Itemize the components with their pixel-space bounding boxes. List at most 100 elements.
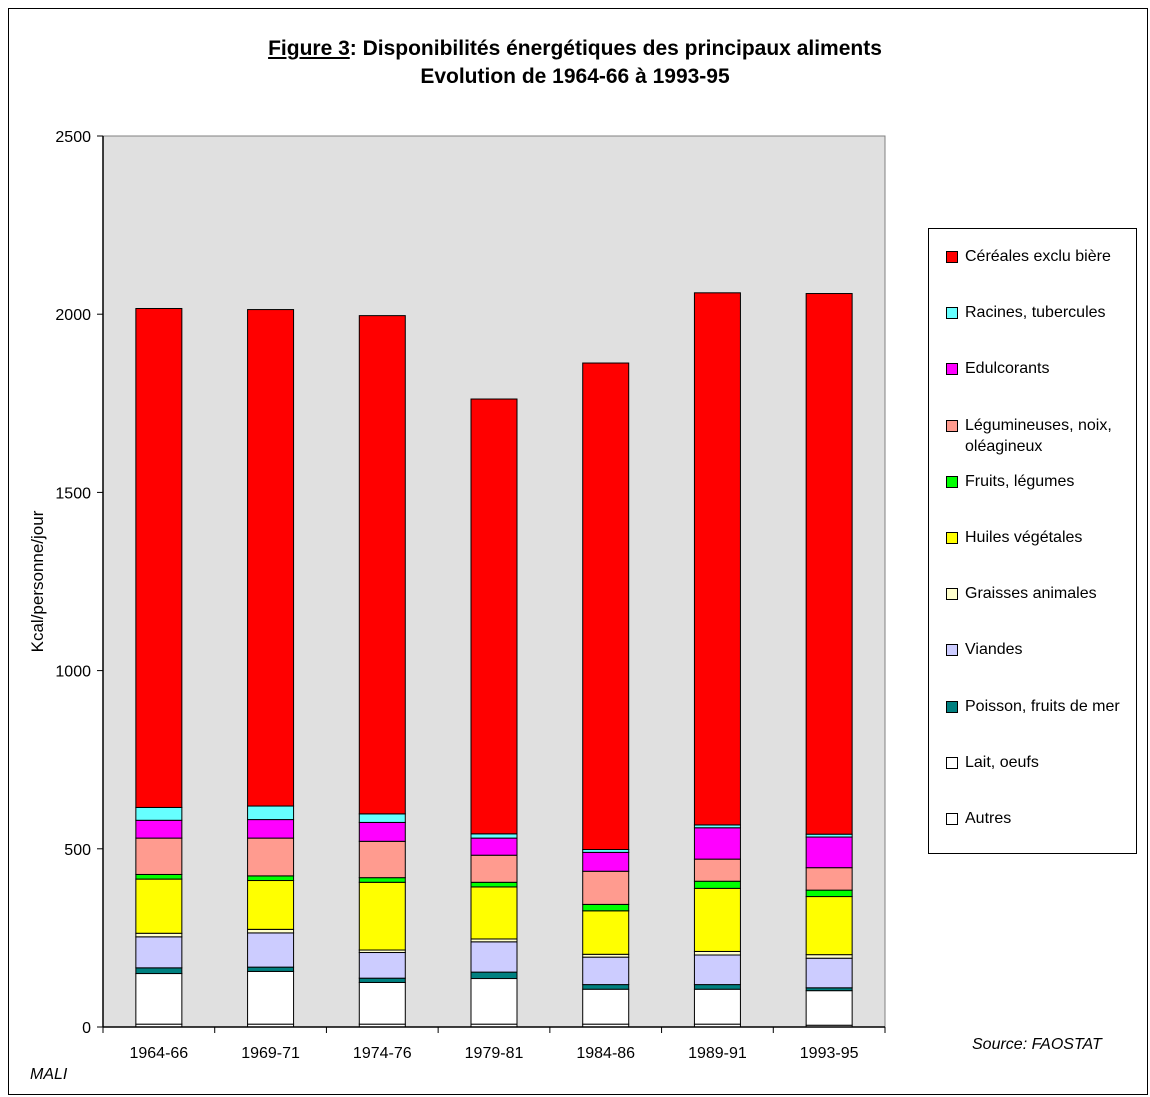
- bar-segment: [805, 867, 853, 891]
- bar-segment: [693, 887, 741, 952]
- bar-segment: [805, 957, 853, 989]
- legend-swatch: [946, 251, 958, 263]
- bar-segment: [358, 881, 406, 951]
- legend-label: Fruits, légumes: [965, 472, 1075, 490]
- legend-swatch: [946, 307, 958, 320]
- bar-segment: [135, 932, 183, 938]
- bar-segment: [693, 880, 741, 889]
- x-axis: 1964-66 1969-71 1974-76 1979-81 1984-86 1989-…: [102, 1026, 886, 1062]
- legend-label: Céréales exclu bière: [965, 248, 1111, 265]
- chart-title: Figure 3: Disponibilités énergétiques de…: [0, 35, 1150, 91]
- bar-segment: [582, 903, 630, 912]
- legend-label: Poisson, fruits de mer: [965, 697, 1120, 715]
- y-tick-label: 500: [64, 842, 91, 859]
- bar-segment: [247, 837, 295, 877]
- y-axis-label: Kcal/personne/jour: [28, 510, 47, 652]
- y-axis: 0 500 1000 1500 2000 2500: [55, 129, 104, 1037]
- bar-segment: [358, 977, 406, 983]
- legend-label: Racines, tubercules: [965, 304, 1106, 322]
- legend-label: Lait, oeufs: [965, 753, 1039, 771]
- bar-segment: [470, 886, 518, 940]
- legend-swatch: [946, 475, 958, 488]
- legend-item: Autres: [946, 808, 1136, 829]
- x-tick-label: 1979-81: [465, 1045, 524, 1062]
- bar-segment: [582, 988, 630, 1025]
- bar-segment: [693, 827, 741, 860]
- bar-segment: [470, 881, 518, 888]
- bar-segment: [470, 978, 518, 1025]
- bar-segment: [805, 954, 853, 959]
- bar-segment: [135, 878, 183, 934]
- bar-segment: [582, 362, 630, 851]
- legend-item: Céréales exclu bière: [946, 246, 1136, 267]
- bar-segment: [693, 292, 741, 826]
- bar-segment: [358, 981, 406, 1025]
- bar-segment: [805, 896, 853, 956]
- bar-segment: [247, 875, 295, 882]
- bar-segment: [247, 932, 295, 968]
- legend-swatch: [946, 813, 958, 825]
- bar-segment: [135, 973, 183, 1025]
- legend-label: Viandes: [965, 641, 1023, 659]
- bar-segment: [582, 851, 630, 872]
- bar-segment: [693, 954, 741, 986]
- bar-segment: [470, 398, 518, 835]
- legend-item: Fruits, légumes: [946, 471, 1136, 492]
- bar-segment: [358, 877, 406, 883]
- bar-segment: [358, 315, 406, 815]
- bars-group: [135, 292, 853, 1028]
- bar-segment: [247, 966, 295, 972]
- country-label: MALI: [30, 1066, 68, 1083]
- bar-segment: [247, 309, 295, 807]
- bar-segment: [247, 805, 295, 821]
- y-tick-label: 2500: [55, 129, 91, 146]
- bar-segment: [693, 984, 741, 990]
- bar-segment: [358, 952, 406, 979]
- bar-segment: [135, 819, 183, 839]
- legend-label: Huiles végétales: [965, 529, 1083, 546]
- legend-label: Graisses animales: [965, 585, 1097, 603]
- legend-item: Lait, oeufs: [946, 752, 1136, 773]
- bar-segment: [805, 293, 853, 835]
- legend-swatch: [946, 588, 958, 601]
- bar-segment: [805, 990, 853, 1026]
- x-tick-label: 1969-71: [241, 1045, 300, 1062]
- bar-segment: [358, 813, 406, 823]
- bar-segment: [582, 956, 630, 986]
- bar-segment: [470, 833, 518, 839]
- chart-frame: [8, 8, 1148, 1095]
- bar-segment: [805, 889, 853, 898]
- bar-segment: [135, 936, 183, 969]
- legend-item: Huiles végétales: [946, 527, 1136, 548]
- legend-label: Autres: [965, 810, 1012, 827]
- bar-segment: [247, 819, 295, 839]
- bar-segment: [135, 806, 183, 821]
- y-tick-label: 2000: [55, 307, 91, 324]
- y-tick-label: 0: [82, 1020, 91, 1037]
- bar-segment: [693, 950, 741, 956]
- title-line-2: Evolution de 1964-66 à 1993-95: [420, 65, 730, 88]
- bar-segment: [470, 837, 518, 856]
- legend-item: Viandes: [946, 639, 1136, 660]
- legend-item: Edulcorants: [946, 358, 1136, 379]
- legend-item: Légumineuses, noix, oléagineux: [946, 415, 1136, 457]
- legend-item: Racines, tubercules: [946, 302, 1136, 323]
- bar-segment: [135, 307, 183, 808]
- bar-segment: [693, 858, 741, 882]
- source-label: Source: FAOSTAT: [972, 1036, 1102, 1053]
- title-text: : Disponibilités énergétiques des princi…: [349, 37, 882, 60]
- x-tick-label: 1964-66: [129, 1045, 188, 1062]
- bar-segment: [582, 870, 630, 905]
- x-tick-label: 1984-86: [576, 1045, 635, 1062]
- bar-segment: [135, 967, 183, 975]
- legend-item: Poisson, fruits de mer: [946, 696, 1136, 717]
- legend-swatch: [946, 419, 958, 432]
- bar-segment: [693, 988, 741, 1025]
- x-tick-label: 1993-95: [800, 1045, 859, 1062]
- legend-swatch: [946, 756, 958, 769]
- legend-label: Edulcorants: [965, 360, 1050, 378]
- title-line-1: Figure 3: Disponibilités énergétiques de…: [0, 35, 1150, 63]
- y-tick-label: 1500: [55, 485, 91, 502]
- legend: Céréales exclu bière Racines, tubercules E…: [928, 228, 1137, 854]
